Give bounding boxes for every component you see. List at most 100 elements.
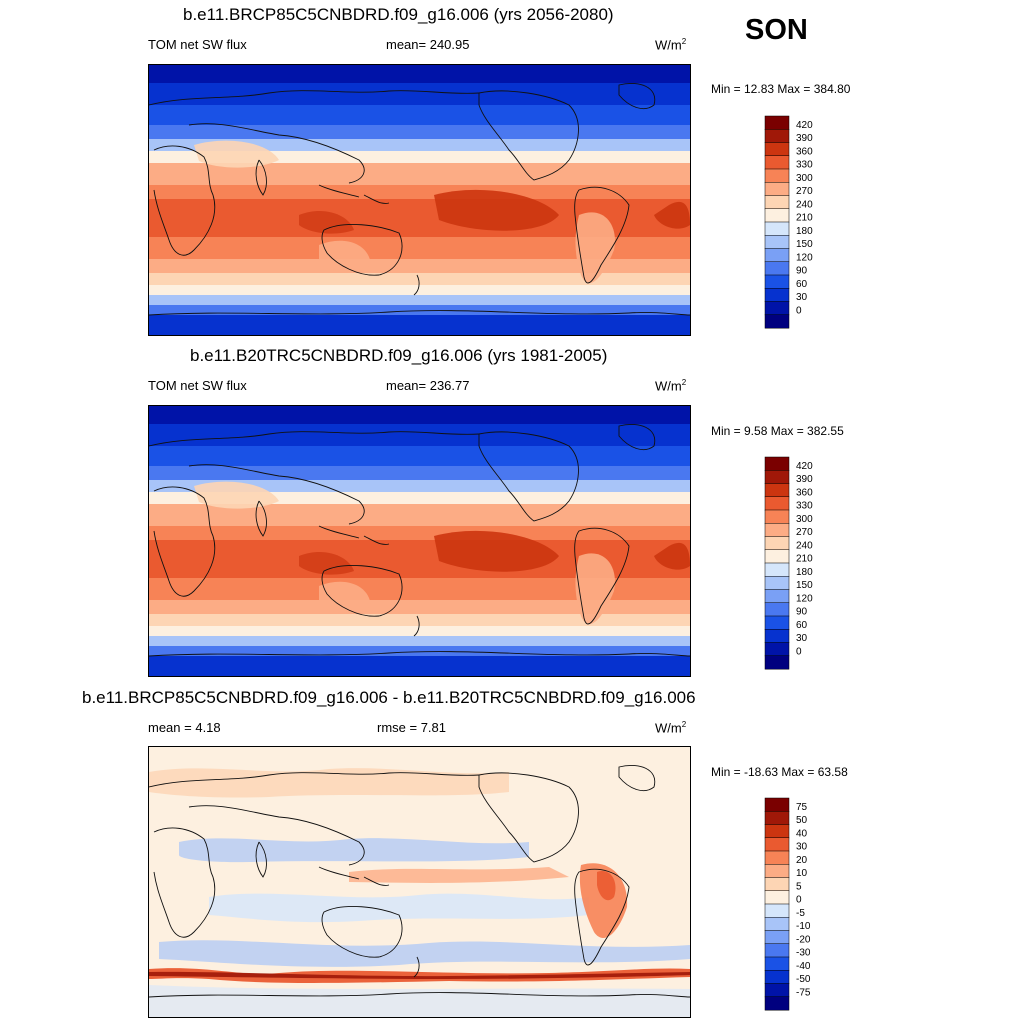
field-contour xyxy=(299,551,354,575)
colorbar-tick-label: 240 xyxy=(796,540,813,551)
colorbar-tick-label: 40 xyxy=(796,828,808,839)
coastline xyxy=(478,90,579,181)
colorbar-tick-label: 210 xyxy=(796,554,813,565)
coastline xyxy=(149,90,480,106)
panel-3-units: W/m2 xyxy=(655,720,687,736)
colorbar-tick-label: 330 xyxy=(796,160,813,171)
field-contour xyxy=(194,140,279,168)
panel-1-map-field xyxy=(149,65,690,335)
field-contour xyxy=(299,210,354,234)
panel-1-title: b.e11.BRCP85C5CNBDRD.f09_g16.006 (yrs 20… xyxy=(183,5,614,24)
colorbar-tick-label: -5 xyxy=(796,908,805,919)
field-band xyxy=(149,185,690,199)
field-band xyxy=(149,614,690,626)
colorbar-tick-label: -40 xyxy=(796,961,811,972)
coastline xyxy=(478,772,579,863)
field-contour xyxy=(654,201,690,229)
field-band xyxy=(149,492,690,504)
panel-1-variable-label: TOM net SW flux xyxy=(148,37,247,52)
field-band xyxy=(149,65,690,83)
colorbar-swatch xyxy=(764,274,790,289)
colorbar-tick-label: 390 xyxy=(796,474,813,485)
field-contour xyxy=(349,867,569,883)
field-contour xyxy=(579,863,628,938)
field-contour xyxy=(159,940,690,967)
field-band xyxy=(149,83,690,105)
field-band xyxy=(149,125,690,139)
colorbar-swatch xyxy=(764,797,790,812)
coastline xyxy=(149,431,480,447)
coastline xyxy=(413,615,420,637)
colorbar-tick-label: 300 xyxy=(796,514,813,525)
colorbar-tick-label: 0 xyxy=(796,646,802,657)
field-band xyxy=(149,626,690,636)
colorbar-swatch xyxy=(764,155,790,170)
coastline xyxy=(149,772,480,788)
field-band xyxy=(149,526,690,540)
coastline xyxy=(413,274,420,296)
coastline xyxy=(255,500,267,537)
colorbar-swatch xyxy=(764,115,790,130)
colorbar-swatch xyxy=(764,983,790,998)
coastline xyxy=(574,186,630,284)
colorbar-tick-label: -10 xyxy=(796,921,811,932)
colorbar-swatch xyxy=(764,483,790,498)
season-label: SON xyxy=(745,14,808,46)
colorbar-tick-label: 150 xyxy=(796,580,813,591)
coastline xyxy=(255,841,267,878)
colorbar-swatch xyxy=(764,208,790,223)
panel-2-map-field xyxy=(149,406,690,676)
colorbar-swatch xyxy=(764,456,790,471)
coastline xyxy=(153,827,216,938)
panel-2-variable-label: TOM net SW flux xyxy=(148,378,247,393)
field-contour xyxy=(575,212,615,284)
colorbar-tick-label: 180 xyxy=(796,226,813,237)
colorbar-swatch xyxy=(764,523,790,537)
panel-3-title: b.e11.BRCP85C5CNBDRD.f09_g16.006 - b.e11… xyxy=(82,688,696,707)
colorbar-tick-label: 360 xyxy=(796,487,813,498)
colorbar-tick-label: -50 xyxy=(796,974,811,985)
colorbar-swatch xyxy=(764,930,790,945)
colorbar-tick-label: 120 xyxy=(796,252,813,263)
colorbar-tick-label: 10 xyxy=(796,868,808,879)
colorbar-swatch xyxy=(764,837,790,852)
field-band xyxy=(149,480,690,492)
panel-3-mean-label: mean = 4.18 xyxy=(148,720,221,735)
colorbar-swatch xyxy=(764,301,790,316)
colorbar-tick-label: 50 xyxy=(796,815,808,826)
field-contour xyxy=(319,581,371,613)
colorbar-tick-label: 75 xyxy=(796,802,808,813)
colorbar-swatch xyxy=(764,261,790,276)
field-band xyxy=(149,466,690,480)
field-contour xyxy=(654,542,690,570)
field-contour xyxy=(319,240,371,272)
colorbar-tick-label: -30 xyxy=(796,948,811,959)
coastline xyxy=(574,868,630,966)
colorbar-swatch xyxy=(764,470,790,484)
panel-2-title: b.e11.B20TRC5CNBDRD.f09_g16.006 (yrs 198… xyxy=(190,346,608,365)
panel-2-map xyxy=(148,405,691,677)
panel-1-minmax: Min = 12.83 Max = 384.80 xyxy=(711,82,851,96)
coastline xyxy=(574,527,630,625)
colorbar-swatch xyxy=(764,850,790,865)
colorbar-swatch xyxy=(764,996,790,1011)
field-band xyxy=(149,424,690,446)
coastline xyxy=(318,525,390,545)
coastline xyxy=(618,424,656,450)
coastline xyxy=(149,310,690,316)
colorbar-tick-label: 240 xyxy=(796,199,813,210)
colorbar-tick-label: 20 xyxy=(796,855,808,866)
colorbar-tick-label: 270 xyxy=(796,527,813,538)
coastline xyxy=(318,184,390,204)
colorbar-tick-label: 90 xyxy=(796,607,808,618)
panel-3-rmse-label: rmse = 7.81 xyxy=(377,720,447,735)
colorbar-swatch xyxy=(764,536,790,551)
coastline xyxy=(321,906,403,958)
colorbar-swatch xyxy=(764,655,790,670)
coastline xyxy=(149,651,690,657)
coastline xyxy=(149,992,690,998)
colorbar-tick-label: 420 xyxy=(796,461,813,472)
coastline xyxy=(618,83,656,109)
coastline xyxy=(321,224,403,276)
field-band xyxy=(149,285,690,295)
